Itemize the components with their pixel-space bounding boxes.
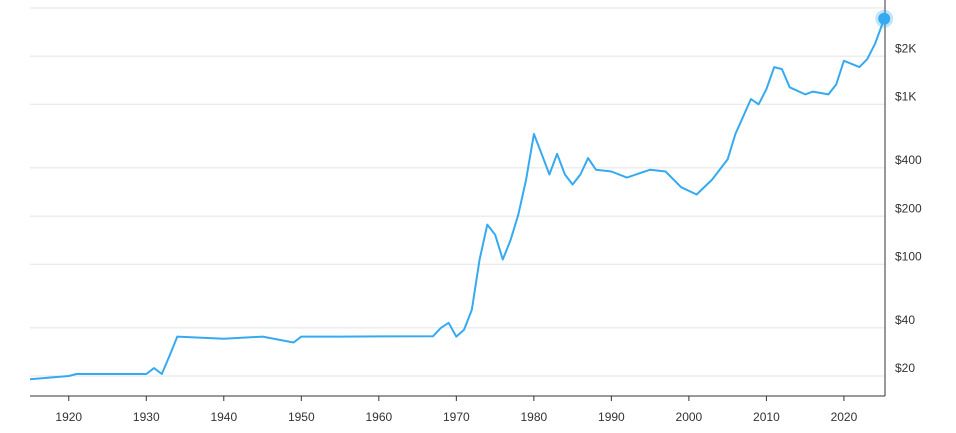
x-tick-label: 2000 — [676, 410, 703, 424]
x-tick-label: 1960 — [365, 410, 392, 424]
y-tick-label: $2K — [895, 41, 916, 55]
y-tick-label: $400 — [895, 153, 922, 167]
x-tick-label: 1990 — [598, 410, 625, 424]
y-tick-label: $100 — [895, 249, 922, 263]
x-tick-label: 1980 — [521, 410, 548, 424]
x-tick-label: 1940 — [210, 410, 237, 424]
x-tick-label: 1970 — [443, 410, 470, 424]
x-tick-label: 1920 — [55, 410, 82, 424]
x-tick-label: 1930 — [133, 410, 160, 424]
y-tick-label: $1K — [895, 89, 916, 103]
x-tick-label: 1950 — [288, 410, 315, 424]
y-tick-label: $40 — [895, 313, 915, 327]
x-tick-label: 2010 — [753, 410, 780, 424]
y-tick-label: $20 — [895, 361, 915, 375]
price-line — [29, 18, 886, 381]
end-point — [878, 12, 891, 25]
x-tick-label: 2020 — [831, 410, 858, 424]
y-tick-label: $200 — [895, 201, 922, 215]
